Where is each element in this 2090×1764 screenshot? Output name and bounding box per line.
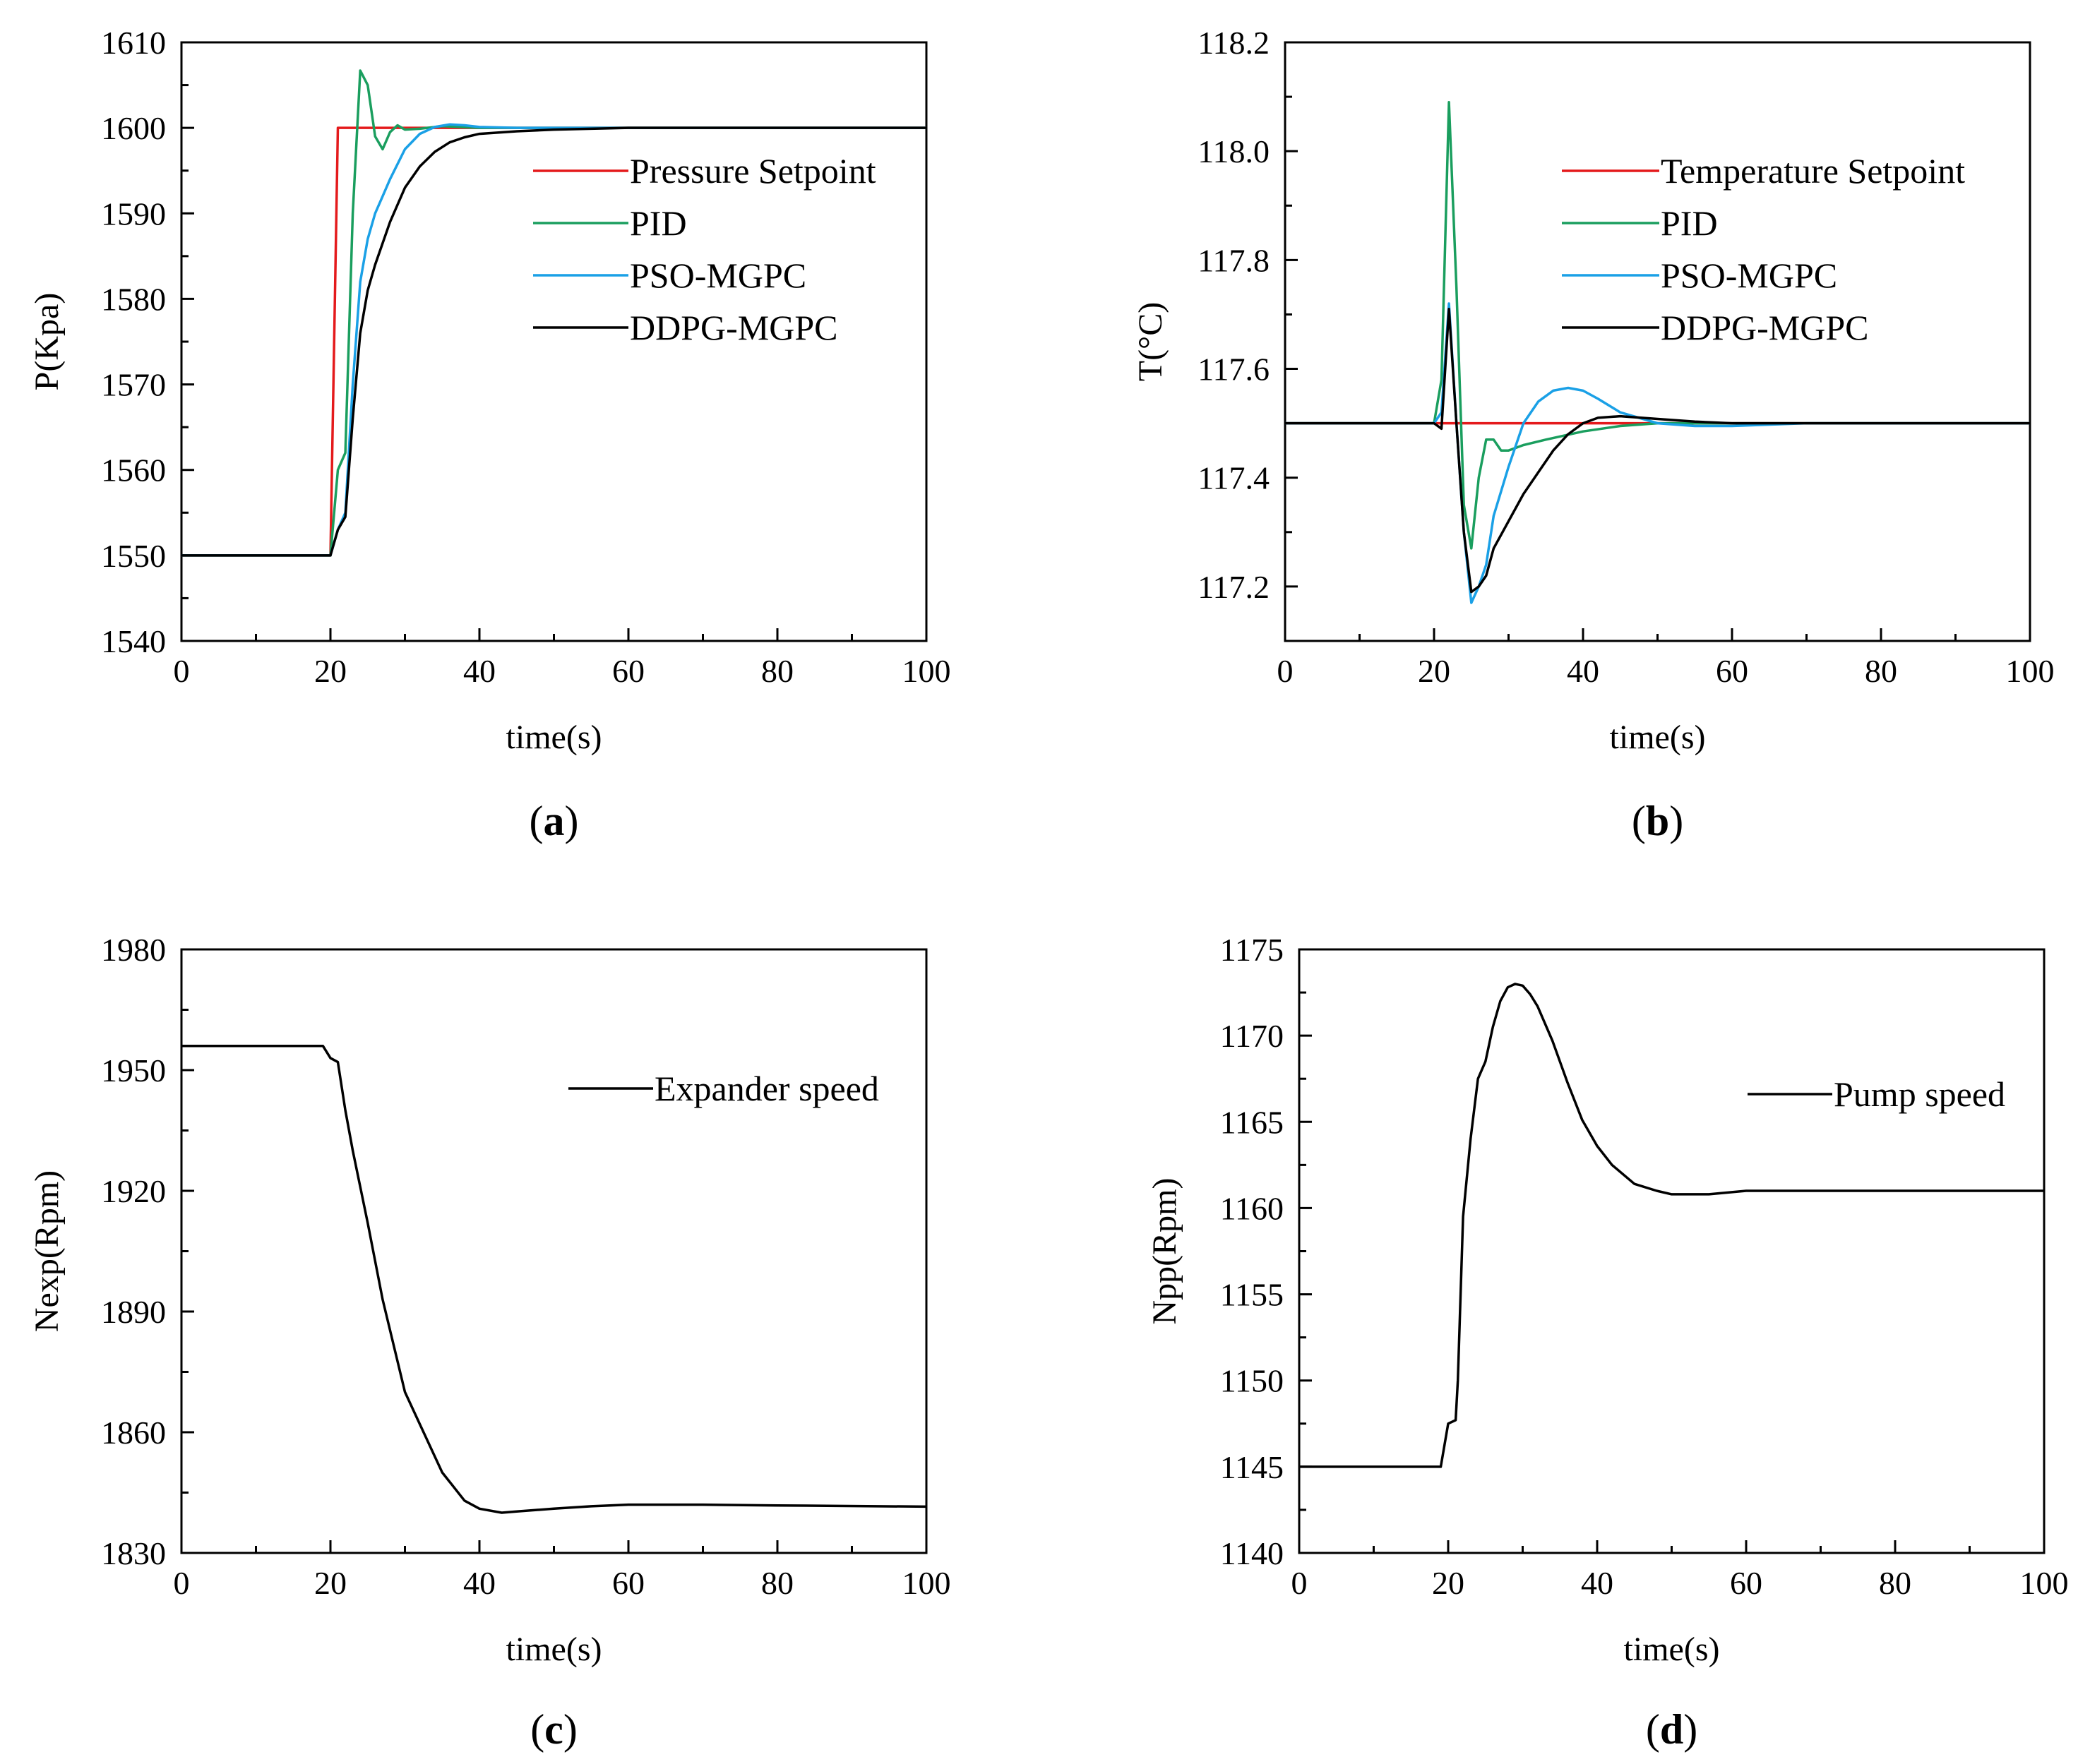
y-tick-label: 1175 — [1220, 932, 1284, 968]
x-tick-label: 60 — [612, 653, 645, 689]
legend-label: PID — [630, 203, 687, 243]
y-tick-label: 1550 — [101, 538, 166, 574]
x-tick-label: 40 — [463, 653, 496, 689]
x-tick-label: 80 — [761, 1565, 794, 1601]
x-tick-label: 20 — [1418, 653, 1450, 689]
panel-caption: (c) — [530, 1706, 578, 1753]
plot-frame — [1284, 41, 2031, 642]
series-line-expander-speed — [181, 1045, 927, 1514]
x-tick-label: 40 — [1581, 1565, 1613, 1601]
y-tick-label: 1140 — [1220, 1535, 1284, 1571]
x-tick-label: 20 — [314, 653, 347, 689]
y-axis-title: P(Kpa) — [28, 293, 66, 391]
y-tick-label: 1170 — [1220, 1018, 1284, 1054]
x-tick-label: 100 — [2020, 1565, 2069, 1601]
x-tick-label: 80 — [1879, 1565, 1911, 1601]
x-tick-label: 40 — [1567, 653, 1599, 689]
legend-label: Pressure Setpoint — [630, 151, 876, 191]
x-axis-title: time(s) — [506, 719, 602, 756]
y-tick-label: 118.0 — [1198, 133, 1270, 169]
x-tick-label: 60 — [612, 1565, 645, 1601]
legend-label: Expander speed — [655, 1069, 879, 1108]
y-tick-label: 1610 — [101, 25, 166, 61]
y-tick-label: 1160 — [1220, 1190, 1284, 1226]
y-tick-label: 117.2 — [1198, 569, 1270, 605]
x-tick-label: 100 — [2006, 653, 2055, 689]
y-tick-label: 117.6 — [1198, 352, 1270, 388]
legend-label: Temperature Setpoint — [1661, 151, 1965, 191]
panel-caption: (a) — [530, 798, 579, 844]
x-axis-title: time(s) — [1610, 719, 1706, 756]
legend-label: PID — [1661, 203, 1718, 243]
panel-letter: c — [544, 1706, 563, 1753]
y-tick-label: 1830 — [101, 1535, 166, 1571]
legend-label: Pump speed — [1834, 1074, 2005, 1114]
chart-a: 0 20 40 60 80 100 1540 1550 1560 1570 1580 1590 1600… — [28, 25, 951, 844]
x-tick-label: 40 — [463, 1565, 496, 1601]
x-tick-label: 100 — [902, 653, 951, 689]
x-tick-label: 0 — [1291, 1565, 1308, 1601]
chart-c: 0 20 40 60 80 100 1830 1860 1890 1920 1950 1980 time… — [28, 932, 951, 1753]
series-line-pso-mgpc — [1285, 302, 2030, 604]
series-line-ddpg-mgpc — [181, 126, 926, 557]
y-tick-label: 1890 — [101, 1294, 166, 1330]
legend-label: DDPG-MGPC — [1661, 308, 1869, 347]
y-tick-label: 1145 — [1220, 1449, 1284, 1485]
y-axis-title: T(°C) — [1132, 302, 1169, 382]
chart-d: 0 20 40 60 80 100 1140 1145 1150 1155 1160 1165 1170… — [1146, 932, 2069, 1753]
x-tick-label: 20 — [314, 1565, 347, 1601]
y-axis-title: Nexp(Rpm) — [28, 1170, 66, 1332]
y-tick-label: 1980 — [101, 932, 166, 968]
x-tick-label: 80 — [1865, 653, 1897, 689]
y-tick-label: 1600 — [101, 110, 166, 146]
y-tick-label: 1155 — [1220, 1277, 1284, 1313]
x-axis-title: time(s) — [1624, 1631, 1720, 1668]
legend-label: DDPG-MGPC — [630, 308, 838, 347]
series-line-pid — [1285, 101, 2030, 550]
y-tick-label: 1860 — [101, 1415, 166, 1451]
y-tick-label: 1920 — [101, 1173, 166, 1209]
y-tick-label: 1560 — [101, 452, 166, 488]
legend-label: PSO-MGPC — [1661, 256, 1837, 295]
y-axis-title: Npp(Rpm) — [1146, 1178, 1183, 1325]
x-axis-title: time(s) — [506, 1631, 602, 1668]
x-tick-label: 100 — [902, 1565, 951, 1601]
panel-caption: (d) — [1646, 1706, 1697, 1753]
panel-caption: (b) — [1632, 798, 1683, 844]
series-line-pump-speed — [1299, 983, 2044, 1468]
chart-b: 0 20 40 60 80 100 117.2 117.4 117.6 117.8 118.0 118… — [1132, 25, 2055, 844]
x-tick-label: 20 — [1432, 1565, 1464, 1601]
x-tick-label: 0 — [1277, 653, 1294, 689]
plot-frame — [1298, 948, 2046, 1554]
plot-frame — [180, 948, 928, 1554]
x-tick-label: 60 — [1730, 1565, 1762, 1601]
y-tick-label: 1950 — [101, 1052, 166, 1088]
y-tick-label: 1150 — [1220, 1363, 1284, 1399]
x-tick-label: 60 — [1716, 653, 1748, 689]
panel-letter: b — [1646, 798, 1669, 844]
y-tick-label: 1540 — [101, 623, 166, 659]
y-tick-label: 1580 — [101, 281, 166, 317]
series-line-ddpg-mgpc — [1285, 307, 2030, 594]
panel-letter: d — [1660, 1706, 1683, 1753]
y-tick-label: 117.4 — [1198, 460, 1270, 496]
legend-label: PSO-MGPC — [630, 256, 806, 295]
x-tick-label: 0 — [174, 653, 190, 689]
panel-letter: a — [544, 798, 565, 844]
y-tick-label: 1570 — [101, 367, 166, 403]
y-tick-label: 1590 — [101, 196, 166, 232]
x-tick-label: 0 — [174, 1565, 190, 1601]
x-tick-label: 80 — [761, 653, 794, 689]
y-tick-label: 1165 — [1220, 1104, 1284, 1140]
y-tick-label: 117.8 — [1198, 242, 1270, 278]
y-tick-label: 118.2 — [1198, 25, 1270, 61]
